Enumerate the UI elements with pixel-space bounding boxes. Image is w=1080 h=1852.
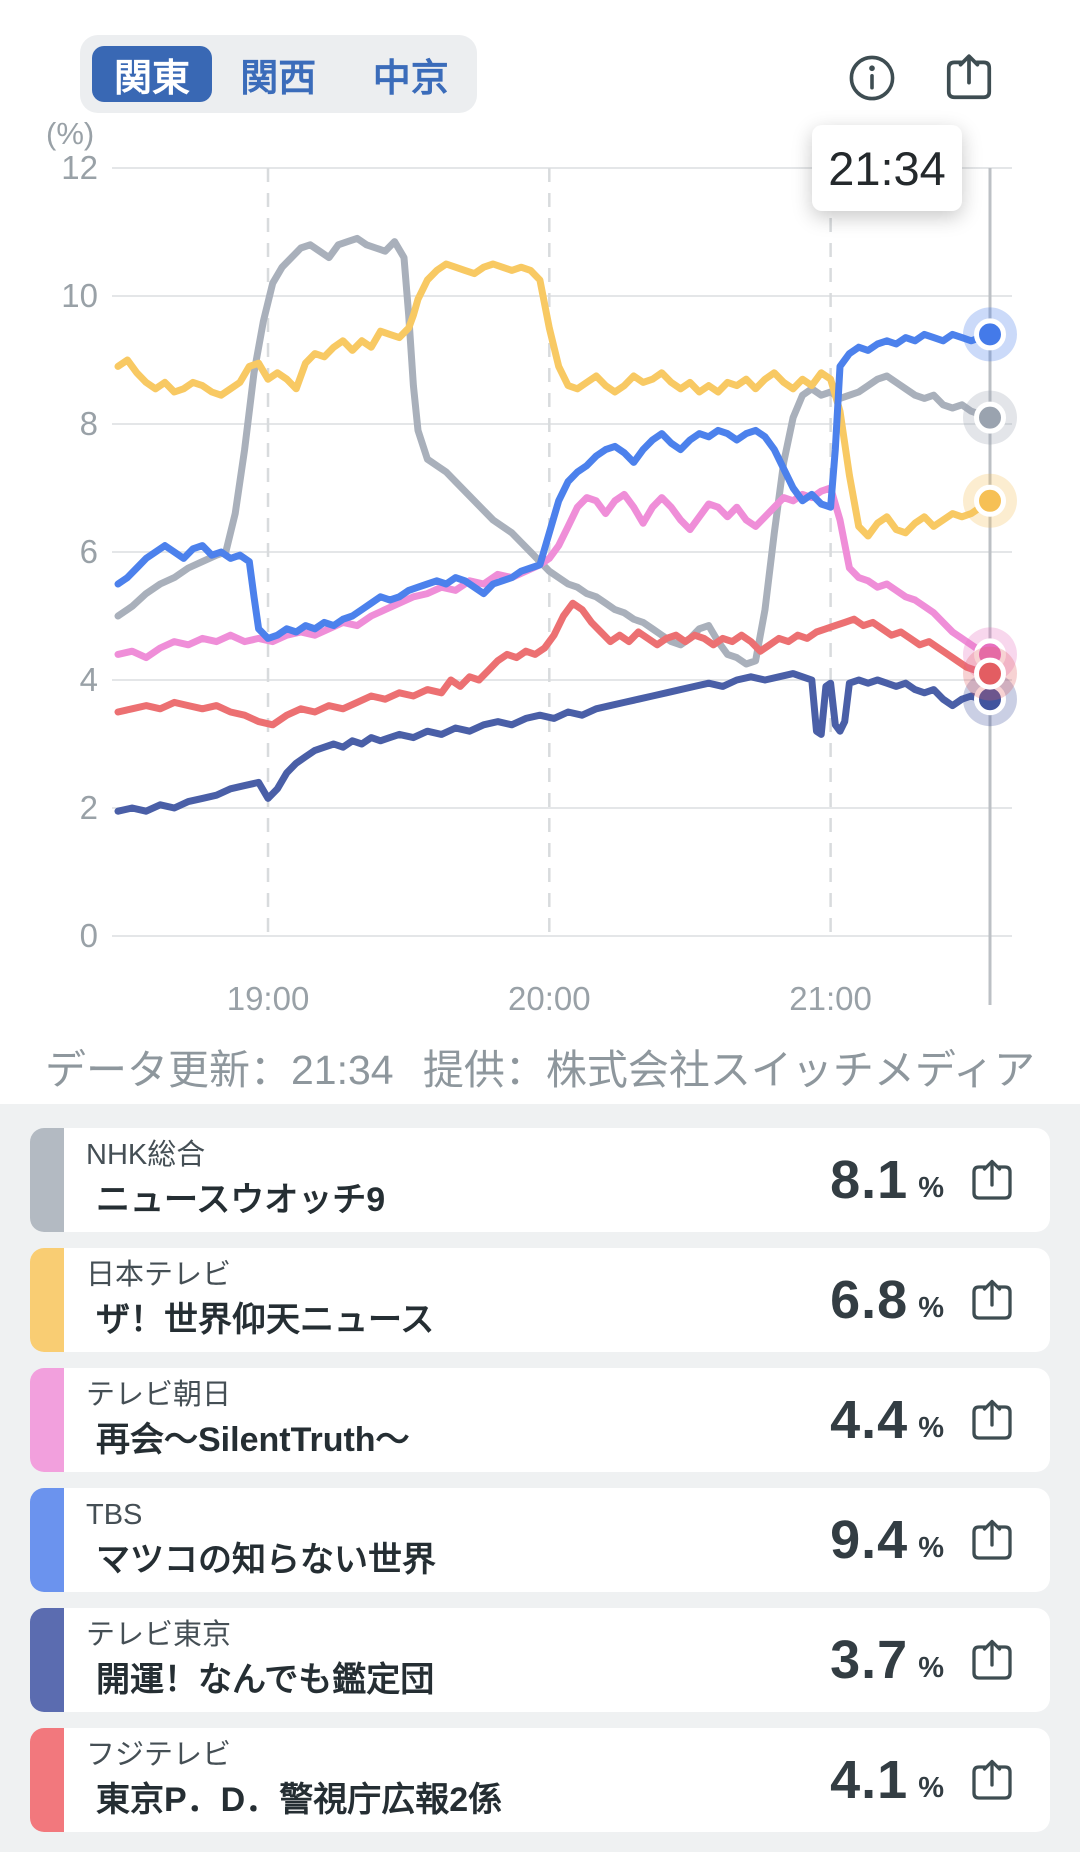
provider-label: 提供：株式会社スイッチメディア bbox=[422, 1047, 1035, 1093]
channel-row[interactable]: 日本テレビ ザ！世界仰天ニュース 6.8 % bbox=[30, 1248, 1050, 1352]
channel-name: NHK総合 bbox=[86, 1139, 206, 1172]
program-title: マツコの知らない世界 bbox=[96, 1540, 436, 1579]
time-tooltip: 21:34 bbox=[812, 125, 962, 211]
channel-row[interactable]: NHK総合 ニュースウオッチ9 8.1 % bbox=[30, 1128, 1050, 1232]
chart-footer: データ更新：21:34 提供：株式会社スイッチメディア bbox=[0, 1036, 1080, 1096]
channel-row[interactable]: TBS マツコの知らない世界 9.4 % bbox=[30, 1488, 1050, 1592]
row-share-button[interactable] bbox=[968, 1756, 1016, 1804]
info-circle-icon bbox=[849, 55, 895, 101]
tab-kansai[interactable]: 関西 bbox=[212, 46, 345, 102]
x-tick-label: 19:00 bbox=[227, 980, 310, 1017]
share-export-icon bbox=[972, 1399, 1012, 1440]
share-export-icon bbox=[972, 1279, 1012, 1320]
series-marker-tbs bbox=[974, 318, 1006, 351]
share-export-icon bbox=[972, 1519, 1012, 1560]
ratings-chart[interactable]: 0 2 4 6 8 10 12 19:00 20:00 21:00 bbox=[0, 0, 1080, 1030]
row-share-button[interactable] bbox=[968, 1276, 1016, 1324]
share-export-icon bbox=[972, 1759, 1012, 1800]
y-tick-label: 4 bbox=[80, 661, 98, 698]
series-line-cx bbox=[114, 599, 994, 729]
program-title: ニュースウオッチ9 bbox=[96, 1180, 386, 1219]
series-line-nhk bbox=[114, 234, 994, 668]
y-tick-label: 2 bbox=[80, 789, 98, 826]
percent-sign: % bbox=[918, 1171, 944, 1204]
y-tick-label: 8 bbox=[80, 405, 98, 442]
channel-name: テレビ朝日 bbox=[86, 1379, 232, 1412]
series-line-tx bbox=[114, 670, 994, 815]
channel-row[interactable]: テレビ東京 開運！なんでも鑑定団 3.7 % bbox=[30, 1608, 1050, 1712]
row-share-button[interactable] bbox=[968, 1156, 1016, 1204]
channel-accent-bar bbox=[30, 1488, 64, 1592]
series-line-ntv bbox=[114, 260, 994, 540]
channel-name: TBS bbox=[86, 1499, 143, 1532]
row-share-button[interactable] bbox=[968, 1516, 1016, 1564]
rating-value: 6.8 bbox=[830, 1270, 909, 1330]
channel-row[interactable]: フジテレビ 東京P．D．警視庁広報2係 4.1 % bbox=[30, 1728, 1050, 1832]
row-share-button[interactable] bbox=[968, 1636, 1016, 1684]
series-line-tbs bbox=[114, 330, 994, 642]
y-tick-label: 6 bbox=[80, 533, 98, 570]
rating-value: 4.1 bbox=[830, 1750, 909, 1810]
tab-chukyo[interactable]: 中京 bbox=[345, 46, 478, 102]
channel-name: テレビ東京 bbox=[86, 1619, 232, 1652]
program-title: 再会〜SilentTruth〜 bbox=[96, 1420, 410, 1459]
y-tick-label: 12 bbox=[61, 149, 98, 186]
channel-name: フジテレビ bbox=[86, 1739, 232, 1772]
rating-value: 8.1 bbox=[830, 1150, 909, 1210]
share-export-icon bbox=[972, 1639, 1012, 1680]
channel-accent-bar bbox=[30, 1728, 64, 1832]
row-share-button[interactable] bbox=[968, 1396, 1016, 1444]
percent-sign: % bbox=[918, 1291, 944, 1324]
rating-value: 9.4 bbox=[830, 1510, 909, 1570]
y-tick-label: 0 bbox=[80, 917, 98, 954]
series-marker-ntv bbox=[974, 484, 1006, 517]
share-button[interactable] bbox=[942, 50, 996, 104]
channel-accent-bar bbox=[30, 1128, 64, 1232]
percent-sign: % bbox=[918, 1651, 944, 1684]
y-tick-label: 10 bbox=[61, 277, 98, 314]
percent-sign: % bbox=[918, 1771, 944, 1804]
y-axis-unit-label: (%) bbox=[46, 116, 95, 151]
channel-name: 日本テレビ bbox=[86, 1259, 232, 1292]
region-tabs: 関東 関西 中京 bbox=[80, 35, 477, 113]
info-button[interactable] bbox=[846, 52, 898, 104]
share-export-icon bbox=[946, 54, 992, 100]
channel-accent-bar bbox=[30, 1368, 64, 1472]
percent-sign: % bbox=[918, 1531, 944, 1564]
x-tick-label: 21:00 bbox=[789, 980, 872, 1017]
share-export-icon bbox=[972, 1159, 1012, 1200]
tab-kanto[interactable]: 関東 bbox=[92, 46, 212, 102]
channel-accent-bar bbox=[30, 1608, 64, 1712]
series-marker-nhk bbox=[974, 401, 1006, 434]
program-title: ザ！世界仰天ニュース bbox=[96, 1300, 435, 1339]
percent-sign: % bbox=[918, 1411, 944, 1444]
rating-value: 3.7 bbox=[830, 1630, 909, 1690]
series-marker-cx bbox=[974, 657, 1006, 690]
program-title: 東京P．D．警視庁広報2係 bbox=[96, 1780, 503, 1819]
program-title: 開運！なんでも鑑定団 bbox=[96, 1660, 435, 1699]
rating-value: 4.4 bbox=[830, 1390, 909, 1450]
data-updated-label: データ更新：21:34 bbox=[45, 1047, 394, 1093]
x-tick-label: 20:00 bbox=[508, 980, 591, 1017]
channel-accent-bar bbox=[30, 1248, 64, 1352]
channel-row[interactable]: テレビ朝日 再会〜SilentTruth〜 4.4 % bbox=[30, 1368, 1050, 1472]
channel-list: NHK総合 ニュースウオッチ9 8.1 % 日本テレビ ザ！世界仰天ニュース bbox=[0, 1104, 1080, 1852]
